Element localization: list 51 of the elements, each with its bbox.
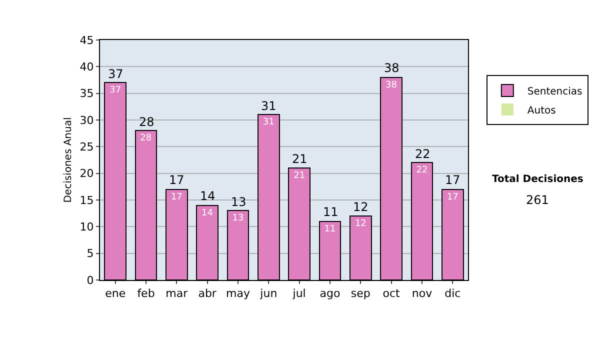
x-tick-label: nov — [412, 287, 433, 300]
data-label: 14 — [201, 208, 214, 218]
x-tick-label: abr — [198, 287, 217, 300]
y-tick-label: 25 — [80, 140, 94, 154]
data-label: 31 — [262, 118, 274, 128]
y-tick-label: 35 — [80, 87, 94, 100]
legend-label: Autos — [527, 105, 556, 116]
x-tick-label: sep — [350, 287, 370, 300]
data-label: 11 — [324, 224, 336, 234]
data-label: 37 — [110, 86, 122, 96]
y-tick-label: 30 — [80, 114, 94, 127]
y-tick-label: 15 — [80, 194, 94, 207]
x-tick-label: may — [226, 287, 250, 300]
data-label: 12 — [354, 219, 366, 229]
x-tick-label: mar — [166, 287, 188, 300]
data-label: 13 — [232, 214, 244, 224]
y-axis-title: Decisiones Anual — [62, 117, 74, 203]
total-label: 28 — [139, 115, 154, 129]
x-tick-label: ago — [320, 287, 340, 300]
data-label: 17 — [170, 192, 182, 202]
y-tick-label: 40 — [80, 60, 94, 74]
data-label: 38 — [385, 80, 398, 90]
total-label: 31 — [261, 99, 276, 113]
data-label: 22 — [416, 166, 428, 176]
total-label: 22 — [415, 147, 430, 161]
total-label: 17 — [169, 173, 184, 187]
x-tick-label: oct — [382, 287, 401, 300]
legend-label: Sentencias — [527, 86, 582, 98]
y-tick-label: 45 — [80, 34, 94, 47]
data-label: 28 — [140, 134, 152, 144]
x-tick-label: jul — [292, 287, 306, 300]
total-label: 17 — [445, 173, 460, 187]
total-label: 37 — [108, 67, 124, 81]
x-tick-label: dic — [444, 287, 461, 300]
y-tick-label: 5 — [86, 247, 94, 260]
total-label: 12 — [353, 200, 368, 214]
y-tick-label: 0 — [86, 274, 94, 287]
x-tick-label: feb — [137, 287, 155, 300]
total-label: 14 — [200, 189, 216, 203]
data-label: 17 — [446, 192, 458, 202]
x-tick-label: jun — [259, 287, 278, 300]
total-label: 38 — [384, 61, 400, 75]
data-label: 21 — [294, 171, 306, 181]
text: 261 — [526, 193, 549, 207]
y-tick-label: 10 — [80, 220, 94, 234]
text: Total Decisiones — [492, 174, 584, 185]
total-label: 21 — [292, 152, 308, 166]
x-tick-label: ene — [105, 287, 126, 300]
total-label: 11 — [323, 205, 338, 219]
total-label: 13 — [231, 195, 246, 209]
y-tick-label: 20 — [80, 167, 94, 180]
